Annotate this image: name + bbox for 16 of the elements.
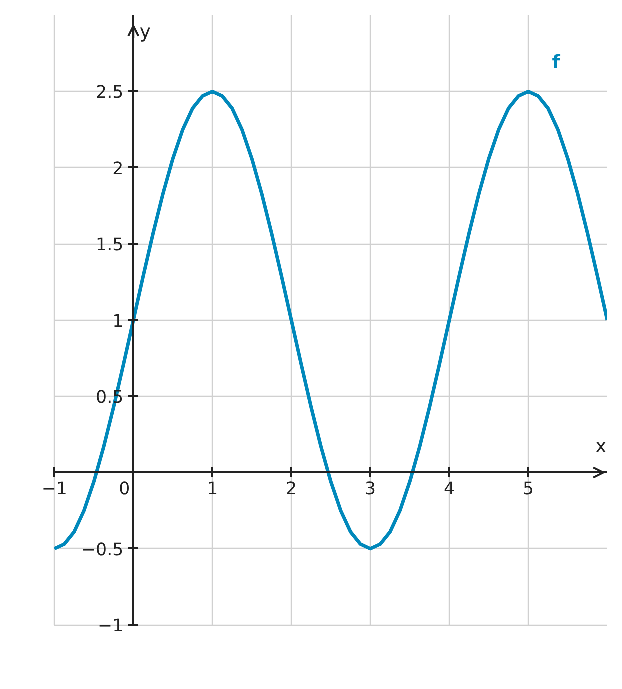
y-tick-label: 1 xyxy=(112,312,124,332)
x-tick-label: 2 xyxy=(286,480,298,500)
x-tick-label: 5 xyxy=(523,480,534,500)
series-label: f xyxy=(552,52,562,74)
x-tick-label: 1 xyxy=(207,480,218,500)
y-tick-label: −0.5 xyxy=(82,540,124,560)
y-tick-label: 2.5 xyxy=(96,83,124,104)
y-axis-title: y xyxy=(140,22,151,43)
x-axis-title: x xyxy=(596,436,607,458)
y-tick-label: 1.5 xyxy=(96,236,124,256)
x-tick-label: 3 xyxy=(365,480,376,500)
y-tick-label: −1 xyxy=(98,616,124,637)
x-tick-label: −1 xyxy=(42,480,68,500)
x-tick-label: 4 xyxy=(444,480,456,500)
x-tick-label: 0 xyxy=(119,480,130,500)
y-tick-label: 2 xyxy=(112,159,124,180)
